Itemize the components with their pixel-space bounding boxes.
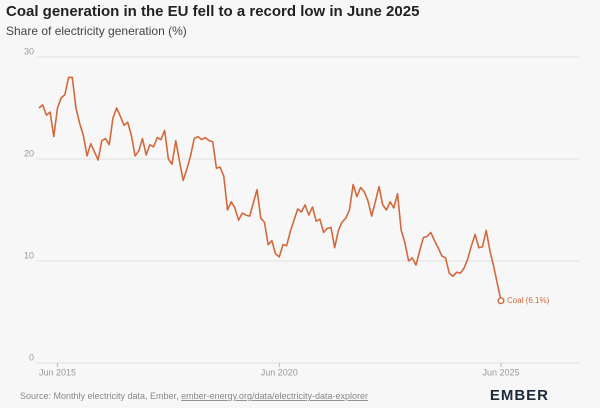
end-marker	[497, 297, 505, 305]
source-link[interactable]: ember-energy.org/data/electricity-data-e…	[181, 391, 368, 401]
x-tick-label: Jun 2020	[261, 367, 298, 377]
y-tick-label: 0	[29, 352, 34, 362]
y-tick-label: 30	[24, 46, 34, 56]
x-tick-label: Jun 2015	[39, 367, 76, 377]
y-tick-label: 20	[24, 148, 34, 158]
x-tick-label: Jun 2025	[482, 367, 519, 377]
source-text: Source: Monthly electricity data, Ember,	[20, 391, 181, 401]
chart-title: Coal generation in the EU fell to a reco…	[6, 3, 419, 20]
source: Source: Monthly electricity data, Ember,…	[20, 391, 368, 401]
line	[38, 76, 502, 301]
brand-logo: EMBER	[490, 387, 549, 404]
end-label: Coal (6.1%)	[507, 296, 550, 305]
chart-subtitle: Share of electricity generation (%)	[6, 24, 187, 38]
y-tick-label: 10	[24, 250, 34, 260]
